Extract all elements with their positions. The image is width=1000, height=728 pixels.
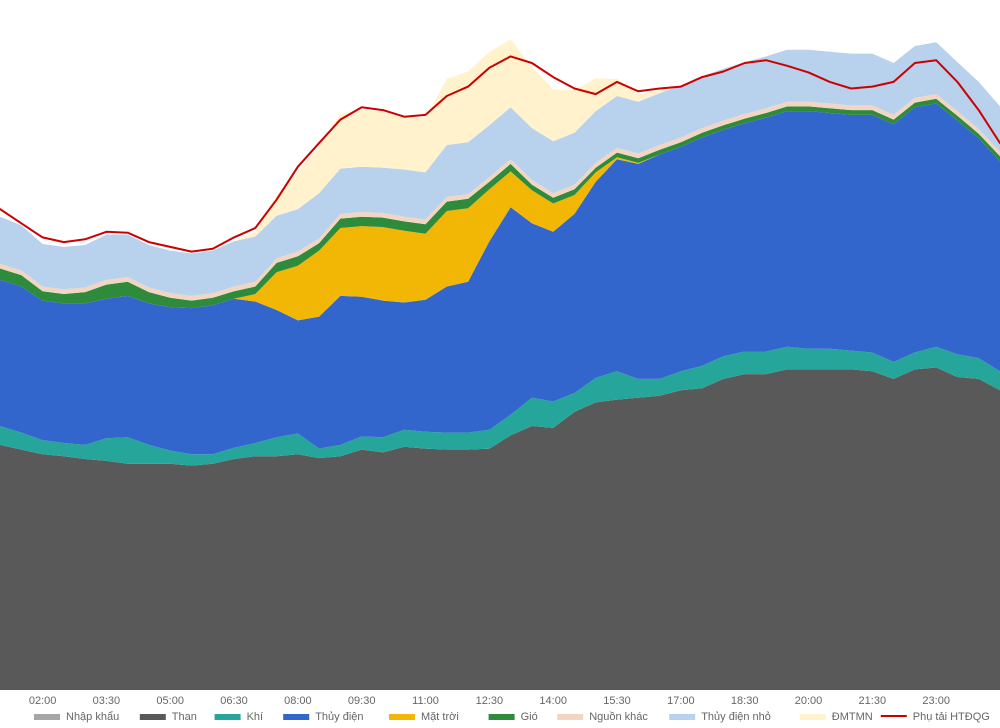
x-axis-label: 08:00 <box>284 695 312 707</box>
legend-label-thuy_dien_nho: Thủy điện nhỏ <box>701 711 771 723</box>
x-axis-label: 12:30 <box>476 695 504 707</box>
x-axis-label: 05:00 <box>156 695 184 707</box>
legend-label-mat_troi: Mặt trời <box>421 711 459 723</box>
x-axis-label: 11:00 <box>412 695 439 707</box>
legend-label-khi: Khí <box>247 711 264 723</box>
x-axis-label: 03:30 <box>93 695 121 707</box>
legend-swatch-thuy_dien <box>283 714 309 720</box>
x-axis-label: 21:30 <box>859 695 887 707</box>
x-axis-label: 14:00 <box>539 695 567 707</box>
chart-svg: 02:00 03:30 05:00 06:30 08:00 09:30 11:00 12:30… <box>0 0 1000 728</box>
x-axis-label: 02:00 <box>29 695 57 707</box>
legend-label-thuy_dien: Thủy điện <box>315 711 363 723</box>
legend-swatch-thuy_dien_nho <box>669 714 695 720</box>
legend-label-gio: Gió <box>521 711 538 723</box>
legend-swatch-than <box>140 714 166 720</box>
legend-label-dmtmn: ĐMTMN <box>832 711 873 723</box>
legend-label-than: Than <box>172 711 197 723</box>
legend-label-nguon_khac: Nguồn khác <box>589 711 648 723</box>
energy-stacked-area-chart: 02:00 03:30 05:00 06:30 08:00 09:30 11:00 12:30… <box>0 0 1000 728</box>
x-axis-label: 06:30 <box>220 695 248 707</box>
legend-swatch-mat_troi <box>389 714 415 720</box>
legend-swatch-nguon_khac <box>557 714 583 720</box>
legend-swatch-dmtmn <box>800 714 826 720</box>
x-axis-label: 18:30 <box>731 695 759 707</box>
legend-label-nhap_khau: Nhập khẩu <box>66 711 119 723</box>
x-axis-label: 15:30 <box>603 695 631 707</box>
legend-label-line: Phụ tải HTĐQG <box>913 711 990 723</box>
x-axis-label: 17:00 <box>667 695 695 707</box>
x-axis-label: 20:00 <box>795 695 823 707</box>
legend-swatch-khi <box>215 714 241 720</box>
x-axis-label: 09:30 <box>348 695 376 707</box>
x-axis-label: 23:00 <box>922 695 950 707</box>
legend-swatch-nhap_khau <box>34 714 60 720</box>
legend-swatch-gio <box>489 714 515 720</box>
